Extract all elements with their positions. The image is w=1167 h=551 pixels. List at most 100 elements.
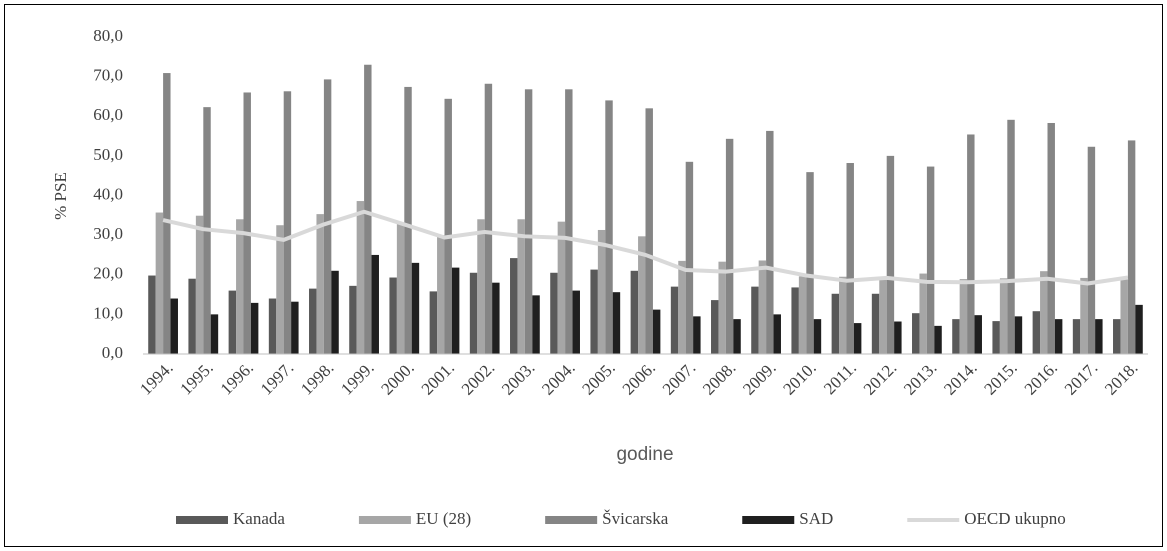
bar	[959, 279, 968, 354]
bar	[396, 224, 405, 354]
bar	[934, 325, 942, 354]
bar	[871, 293, 880, 354]
bar	[148, 275, 156, 354]
bar	[846, 163, 854, 354]
bar	[725, 138, 734, 354]
bar	[371, 254, 379, 354]
bar	[1032, 311, 1041, 354]
bar	[1072, 319, 1081, 354]
bar	[349, 285, 357, 354]
bar	[1040, 271, 1048, 354]
bar	[806, 172, 814, 354]
bar	[685, 161, 694, 354]
bar	[1054, 319, 1063, 354]
bar	[411, 262, 420, 354]
bar	[364, 64, 372, 355]
legend-label: EU (28)	[416, 509, 471, 528]
bar	[484, 83, 493, 354]
bar	[268, 298, 277, 354]
chart-border	[4, 4, 1163, 547]
legend-swatch	[742, 516, 795, 524]
bar	[170, 298, 178, 354]
y-tick-label: 30,0	[93, 224, 123, 243]
bar	[645, 108, 653, 354]
bar	[974, 315, 982, 354]
bar	[1087, 146, 1096, 354]
bar	[1014, 316, 1023, 354]
bar	[1095, 319, 1103, 354]
legend-swatch	[176, 516, 228, 524]
bar	[773, 314, 781, 354]
bar	[751, 286, 759, 354]
legend-label: SAD	[799, 509, 833, 528]
bar	[967, 134, 975, 354]
bar	[919, 273, 927, 354]
bar	[638, 236, 646, 354]
bar	[652, 309, 661, 354]
x-axis-title: godine	[616, 444, 673, 465]
bar	[612, 292, 621, 354]
bar	[291, 301, 299, 354]
bar	[758, 260, 767, 354]
y-axis-title: % PSE	[51, 172, 70, 220]
bar	[926, 166, 935, 354]
bar	[195, 215, 204, 354]
bar	[791, 287, 799, 354]
bar	[323, 79, 332, 355]
bar	[1007, 119, 1015, 354]
bar	[630, 270, 639, 354]
y-tick-label: 10,0	[93, 303, 123, 322]
bar	[477, 219, 485, 354]
bar	[572, 290, 580, 354]
bar	[210, 314, 219, 354]
bar	[276, 225, 284, 354]
bar	[733, 319, 741, 354]
bar	[1047, 122, 1055, 354]
bar	[1135, 304, 1143, 354]
y-tick-label: 60,0	[93, 105, 123, 124]
bar	[557, 221, 566, 354]
bar	[451, 267, 460, 354]
bar	[879, 277, 887, 354]
legend-swatch	[545, 516, 598, 524]
bar	[590, 269, 598, 354]
bar	[952, 319, 960, 354]
bar	[283, 91, 292, 354]
legend-label: OECD ukupno	[964, 509, 1066, 528]
bar	[711, 300, 719, 354]
y-tick-label: 50,0	[93, 145, 123, 164]
bar	[853, 323, 862, 354]
bar	[999, 278, 1008, 354]
y-tick-label: 80,0	[93, 26, 123, 45]
bar	[250, 302, 259, 354]
bar	[597, 229, 606, 354]
bar	[188, 278, 196, 354]
bar	[718, 261, 726, 354]
bar	[524, 89, 533, 355]
bar	[404, 86, 412, 355]
legend-label: Kanada	[233, 509, 285, 528]
bar	[469, 272, 478, 354]
legend-label: Švicarska	[602, 509, 669, 528]
bar	[693, 316, 701, 354]
bar	[389, 277, 397, 354]
y-tick-label: 20,0	[93, 264, 123, 283]
bar	[316, 214, 324, 354]
bar	[243, 92, 251, 354]
bar	[517, 219, 525, 354]
line	[162, 209, 1129, 286]
bar	[605, 100, 613, 355]
bar	[437, 235, 445, 354]
bar	[236, 219, 244, 354]
bar	[992, 321, 1000, 354]
bar	[532, 295, 540, 354]
bar	[670, 286, 679, 354]
bar	[839, 276, 847, 354]
bar	[798, 276, 807, 354]
bar	[1080, 277, 1088, 354]
bar	[550, 272, 558, 354]
bar	[894, 321, 902, 354]
y-tick-label: 70,0	[93, 66, 123, 85]
bar	[309, 288, 317, 354]
